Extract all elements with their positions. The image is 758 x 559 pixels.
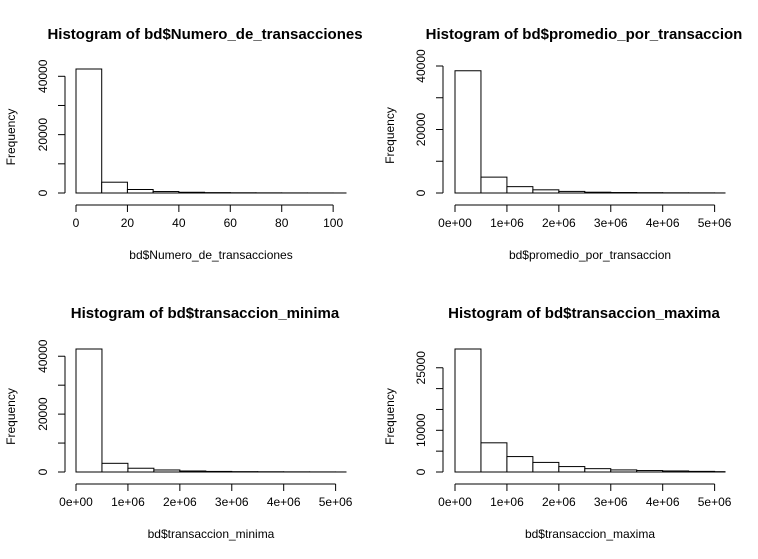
histogram-bar (205, 470, 233, 473)
y-tick-label: 0 (36, 189, 50, 196)
histogram-bar (454, 70, 482, 194)
histogram-bar (178, 191, 206, 194)
histogram-bar (688, 470, 716, 473)
x-tick-label: 4e+06 (646, 495, 680, 509)
x-tick-label: 80 (275, 216, 289, 230)
histogram-bar (480, 176, 508, 194)
x-tick-label: 40 (172, 216, 186, 230)
histogram-bar (532, 461, 560, 473)
x-tick-label: 4e+06 (646, 216, 680, 230)
histogram-panel-3: Histogram of bd$transaccion_minima 0e+00 1… (4, 305, 353, 541)
x-tick-label: 3e+06 (594, 216, 628, 230)
y-axis-label: Frequency (383, 388, 397, 445)
x-tick-label: 5e+06 (698, 495, 732, 509)
x-tick-label: 5e+06 (319, 495, 353, 509)
x-tick-label: 3e+06 (594, 495, 628, 509)
histogram-bar (101, 181, 128, 194)
x-tick-label: 100 (323, 216, 343, 230)
x-tick-label: 4e+06 (267, 495, 301, 509)
histogram-bar (506, 456, 534, 473)
histogram-bar (558, 190, 586, 194)
x-tick-label: 2e+06 (542, 216, 576, 230)
histogram-panel-4: Histogram of bd$transaccion_maxima 0e+00 1… (383, 305, 732, 541)
y-tick-label: 40000 (36, 339, 50, 373)
y-tick-label: 40000 (36, 59, 50, 93)
x-axis-label: bd$promedio_por_transaccion (509, 248, 671, 262)
x-tick-label: 1e+06 (490, 216, 524, 230)
chart-title: Histogram of bd$Numero_de_transacciones (47, 26, 362, 43)
y-axis-label: Frequency (383, 107, 397, 164)
y-tick-label: 20000 (36, 397, 50, 431)
x-tick-label: 2e+06 (163, 495, 197, 509)
histogram-bar (454, 348, 482, 473)
histogram-bar (532, 189, 560, 194)
y-tick-label: 40000 (414, 49, 428, 83)
histogram-bar (558, 466, 586, 473)
x-axis-label: bd$Numero_de_transacciones (129, 248, 292, 262)
x-tick-label: 1e+06 (111, 495, 145, 509)
y-tick-label: 25000 (414, 351, 428, 385)
x-tick-label: 0e+00 (438, 216, 472, 230)
y-tick-label: 20000 (414, 112, 428, 146)
histogram-bar (636, 470, 664, 473)
histogram-bar (610, 469, 638, 473)
x-tick-label: 60 (224, 216, 238, 230)
histogram-bar (153, 469, 181, 473)
x-tick-label: 3e+06 (215, 495, 249, 509)
x-axis-label: bd$transaccion_maxima (525, 527, 655, 541)
histogram-bar (662, 470, 690, 473)
x-tick-label: 0e+00 (59, 495, 93, 509)
histogram-bar (152, 191, 180, 194)
y-tick-label: 0 (36, 468, 50, 475)
histogram-bar (584, 191, 612, 194)
y-axis-label: Frequency (4, 388, 18, 445)
x-tick-label: 0e+00 (438, 495, 472, 509)
histogram-panel-1: Histogram of bd$Numero_de_transacciones 0… (4, 26, 363, 262)
y-tick-label: 20000 (36, 118, 50, 152)
x-tick-label: 5e+06 (698, 216, 732, 230)
histogram-bar (101, 462, 129, 473)
chart-title: Histogram of bd$transaccion_maxima (448, 305, 720, 322)
histogram-bar (584, 468, 612, 473)
histogram-bar (126, 188, 154, 194)
y-tick-label: 0 (414, 468, 428, 475)
x-tick-label: 2e+06 (542, 495, 576, 509)
y-axis-label: Frequency (4, 109, 18, 166)
y-tick-label: 10000 (414, 413, 428, 447)
histogram-bar (75, 68, 103, 194)
histogram-bar (179, 470, 207, 473)
x-tick-label: 0 (73, 216, 80, 230)
chart-title: Histogram of bd$transaccion_minima (71, 305, 340, 322)
x-tick-label: 20 (121, 216, 135, 230)
histogram-bar (75, 348, 103, 473)
x-tick-label: 1e+06 (490, 495, 524, 509)
histogram-bar (506, 186, 534, 194)
histogram-panel-2: Histogram of bd$promedio_por_transaccion… (383, 26, 742, 262)
histogram-bar (480, 442, 508, 473)
histogram-bar (127, 467, 155, 473)
y-tick-label: 0 (414, 189, 428, 196)
chart-title: Histogram of bd$promedio_por_transaccion (426, 26, 743, 43)
x-axis-label: bd$transaccion_minima (148, 527, 275, 541)
